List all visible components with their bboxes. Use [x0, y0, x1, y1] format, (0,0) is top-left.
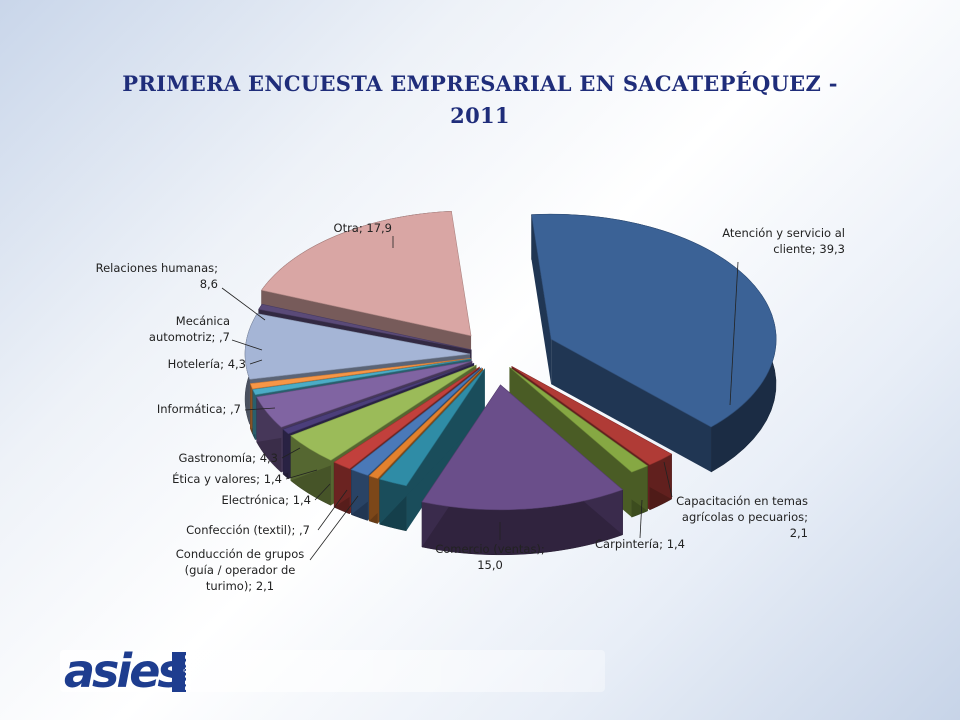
- data-label: Ética y valores; 1,4: [172, 471, 282, 486]
- asies-logo: asies 35AÑOS: [64, 644, 193, 698]
- pie-slice: [368, 367, 484, 479]
- data-label: Mecánica automotriz; ,7: [149, 314, 230, 344]
- data-label: Capacitación en temas agrícolas o pecuari…: [676, 494, 808, 540]
- leader-line: [639, 499, 643, 539]
- data-label-line: Electrónica; 1,4: [221, 493, 311, 507]
- data-label-line: Hotelería; 4,3: [168, 357, 246, 371]
- pie-tops: [244, 210, 777, 511]
- data-label: Carpintería; 1,4: [595, 537, 685, 551]
- pie-slice: [509, 366, 649, 473]
- data-label: Comercio (ventas); 15,0: [435, 542, 545, 572]
- data-label-line: cliente; 39,3: [773, 242, 845, 256]
- data-label: Informática; ,7: [157, 402, 241, 416]
- data-label-line: Atención y servicio al: [722, 226, 845, 240]
- leader-line: [244, 407, 276, 411]
- data-label: Relaciones humanas; 8,6: [96, 261, 218, 291]
- leader-line: [221, 287, 266, 321]
- data-label: Conducción de grupos (guía / operador de t…: [176, 547, 304, 593]
- logo-badge: [172, 652, 186, 692]
- leader-line: [285, 469, 318, 480]
- leader-line: [314, 483, 331, 501]
- pie-slice-edge: [531, 214, 552, 385]
- data-label-line: 15,0: [477, 558, 503, 572]
- pie-slice: [511, 365, 673, 466]
- pie-slice: [252, 358, 471, 396]
- data-label-line: automotriz; ,7: [149, 330, 230, 344]
- data-label-line: Confección (textil); ,7: [186, 523, 310, 537]
- pie-slice: [244, 313, 471, 380]
- data-label-line: Otra; 17,9: [334, 221, 392, 235]
- data-label-line: turimo); 2,1: [206, 579, 274, 593]
- chart-title: PRIMERA ENCUESTA EMPRESARIAL EN SACATEPÉ…: [70, 68, 890, 132]
- pie-slice: [531, 213, 777, 428]
- data-label-line: Carpintería; 1,4: [595, 537, 685, 551]
- pie-slice: [256, 360, 473, 428]
- data-label-line: Ética y valores; 1,4: [172, 471, 282, 486]
- logo-text: asies: [64, 644, 185, 698]
- pie-slice: [350, 367, 482, 476]
- pie-slice: [379, 368, 486, 487]
- footer-band: [60, 650, 605, 692]
- data-label: Confección (textil); ,7: [186, 523, 310, 537]
- data-label-line: Relaciones humanas;: [96, 261, 218, 275]
- data-label-line: 2,1: [790, 526, 808, 540]
- pie-slice: [282, 362, 475, 435]
- chart-title-line-2: 2011: [450, 103, 510, 128]
- leader-line: [281, 447, 301, 459]
- data-label-line: Capacitación en temas: [676, 494, 808, 508]
- data-label-line: Conducción de grupos: [176, 547, 304, 561]
- pie-slice: [421, 384, 624, 511]
- leader-line: [663, 461, 673, 498]
- data-label-line: 8,6: [200, 277, 218, 291]
- pie-slice: [249, 358, 471, 390]
- data-label-line: agrícolas o pecuarios;: [682, 510, 808, 524]
- data-label: Electrónica; 1,4: [221, 493, 311, 507]
- pie-slice: [261, 210, 472, 337]
- leader-line: [231, 339, 263, 351]
- data-label: Gastronomía; 4,3: [178, 451, 278, 465]
- pie-slice: [333, 366, 480, 470]
- data-label-line: Gastronomía; 4,3: [178, 451, 278, 465]
- data-label: Otra; 17,9: [334, 221, 392, 235]
- data-label-line: Mecánica: [176, 314, 230, 328]
- logo-badge-text: 35AÑOS: [183, 654, 193, 691]
- data-label-line: (guía / operador de: [185, 563, 296, 577]
- data-label-line: Informática; ,7: [157, 402, 241, 416]
- data-label-line: Comercio (ventas);: [435, 542, 545, 556]
- data-labels: Atención y servicio al cliente; 39,3 Capac…: [96, 221, 845, 593]
- leader-line: [729, 261, 739, 406]
- leader-line: [317, 489, 348, 531]
- pie-slice: [258, 303, 472, 351]
- chart-title-line-1: PRIMERA ENCUESTA EMPRESARIAL EN SACATEPÉ…: [122, 71, 838, 96]
- data-label: Hotelería; 4,3: [168, 357, 246, 371]
- leader-line: [309, 495, 359, 561]
- leader-line: [249, 359, 263, 365]
- pie-slice: [290, 364, 477, 461]
- pie-slice-edge: [551, 339, 712, 473]
- data-label: Atención y servicio al cliente; 39,3: [722, 226, 845, 256]
